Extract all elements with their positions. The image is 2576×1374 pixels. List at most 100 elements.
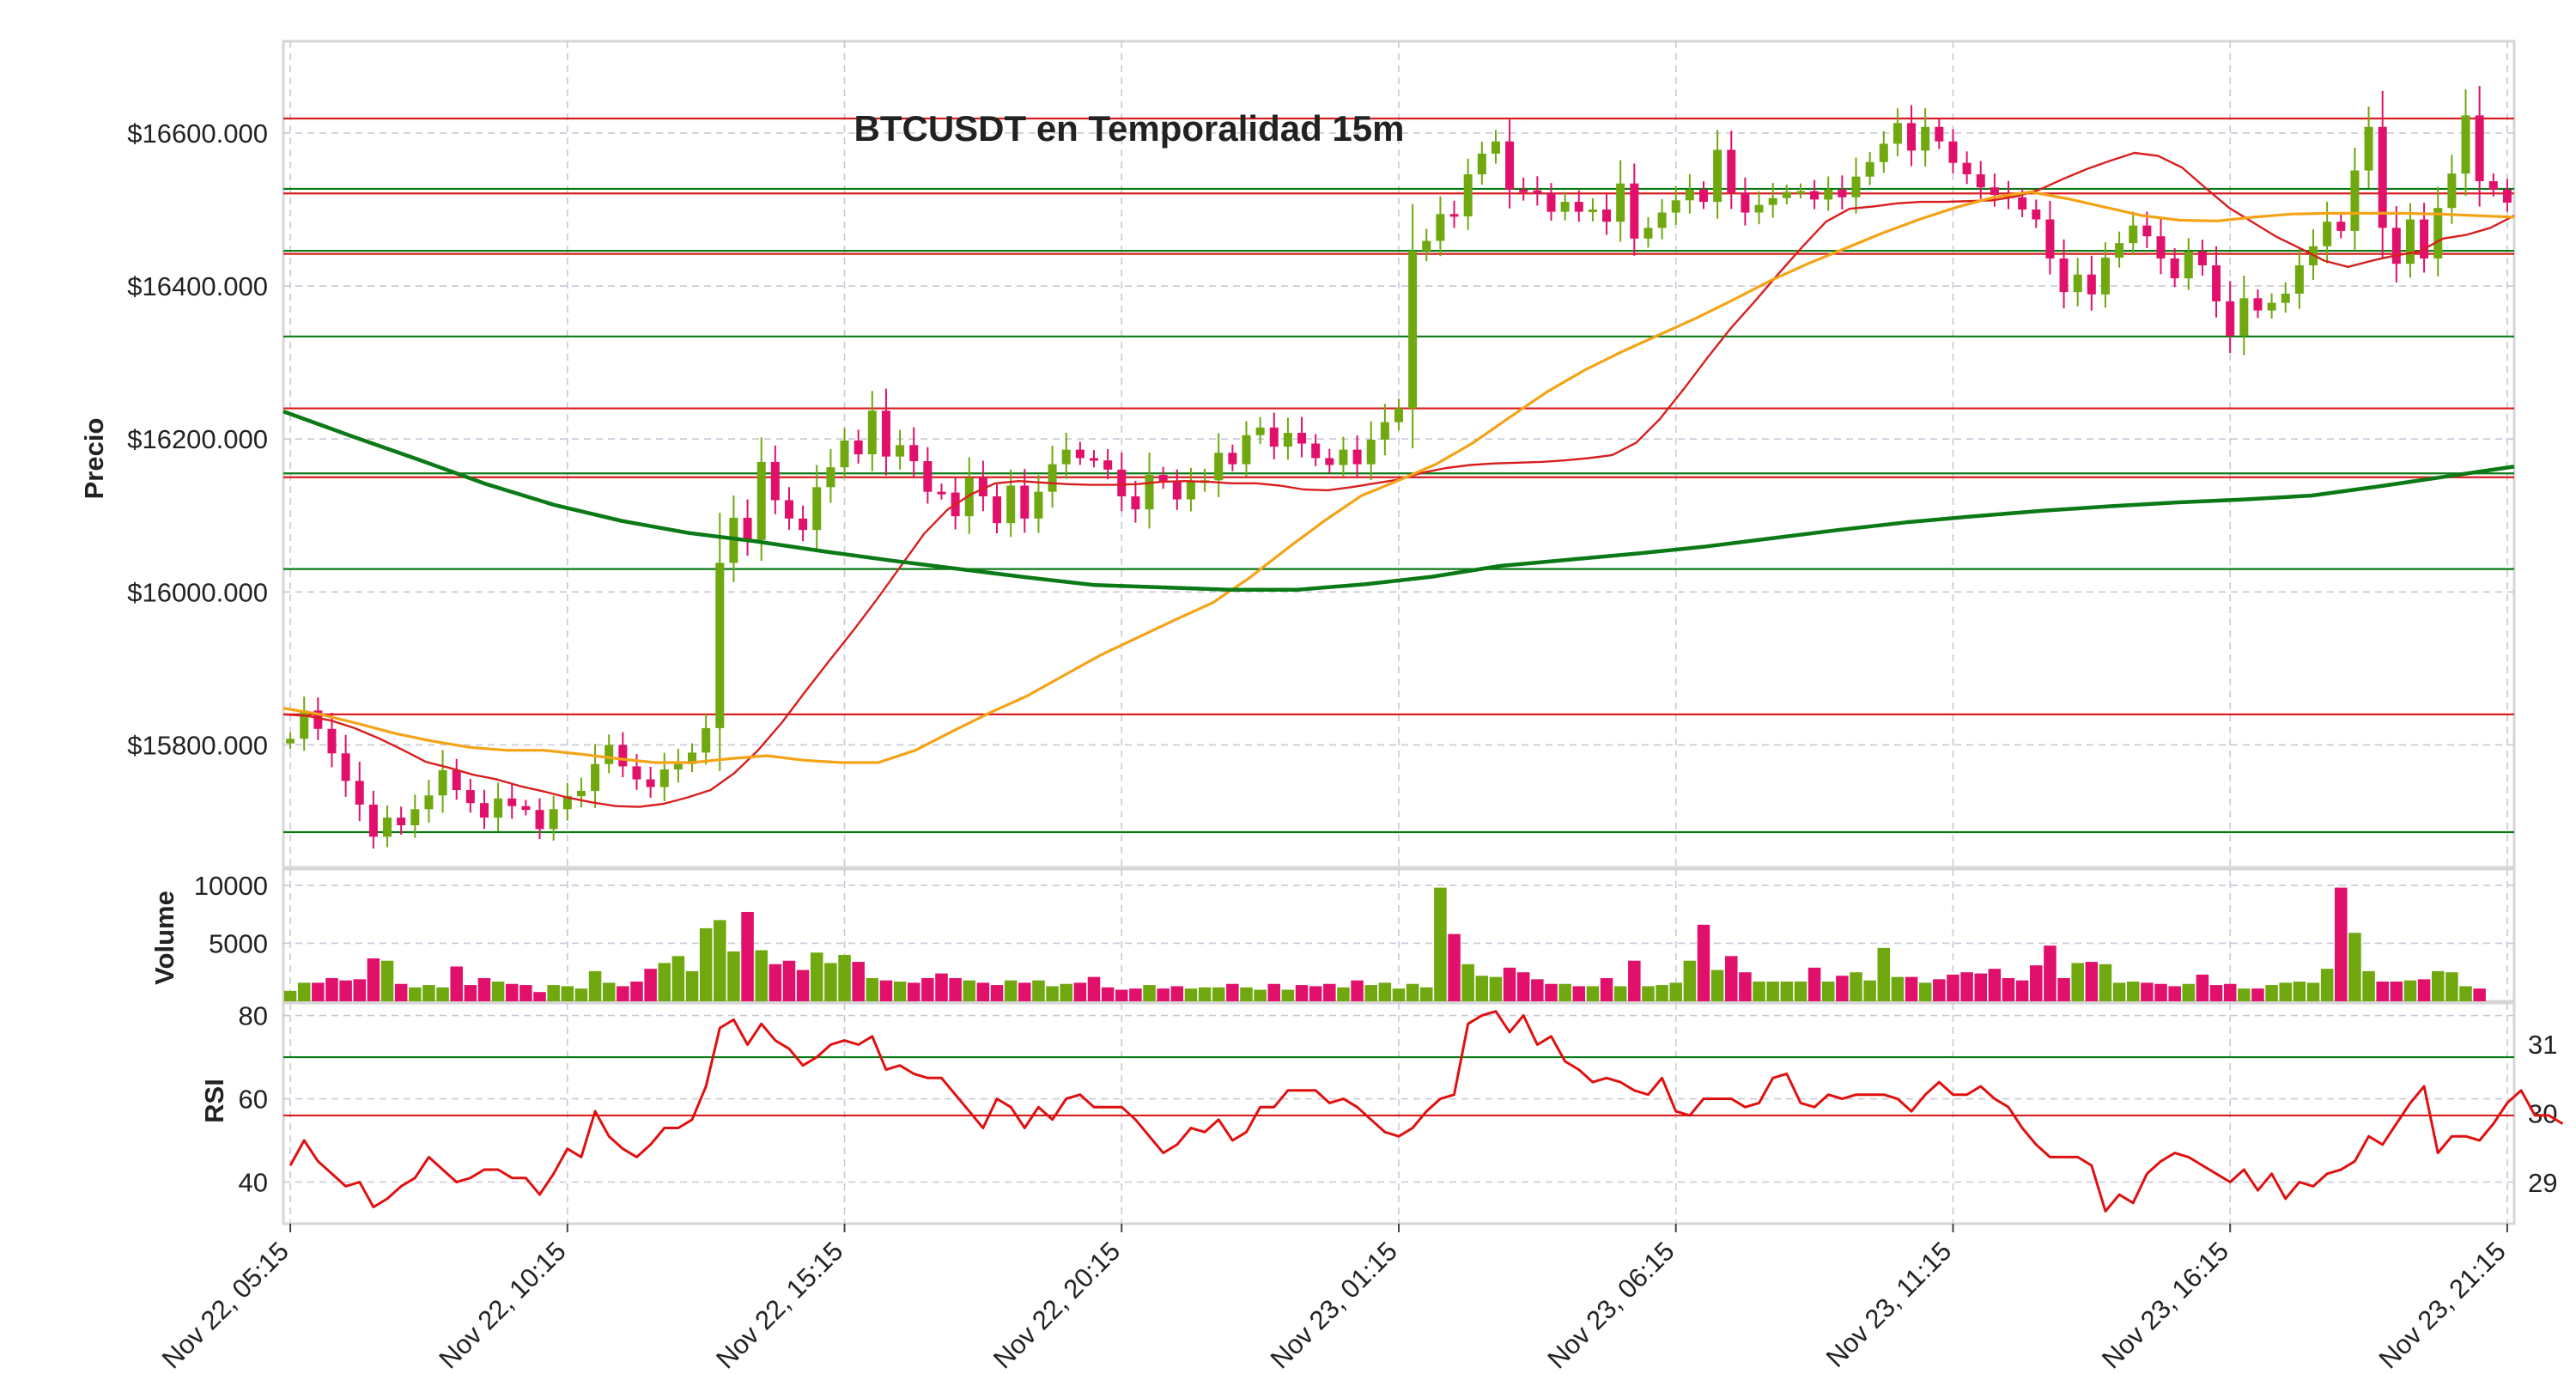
candle-body — [2129, 225, 2138, 244]
candle-body — [743, 517, 752, 540]
candle-body — [2267, 302, 2276, 311]
volume-bar — [1087, 976, 1101, 1001]
candle-body — [2197, 251, 2207, 265]
rsi-right-tick-label: 29 — [2528, 1168, 2557, 1198]
candle-body — [1810, 191, 1820, 200]
x-tick-label: Nov 23, 01:15 — [1265, 1236, 1403, 1374]
volume-bar — [1503, 967, 1516, 1001]
volume-bar — [1448, 933, 1461, 1001]
volume-bar — [561, 986, 574, 1001]
volume-bar — [907, 982, 920, 1001]
volume-bar — [1780, 982, 1794, 1001]
candle-body — [826, 467, 835, 488]
volume-bar — [1960, 972, 1973, 1001]
volume-bar — [1046, 986, 1059, 1001]
candle-body — [1962, 162, 1971, 174]
candle-body — [2488, 181, 2498, 190]
volume-bar — [1891, 976, 1905, 1001]
candle-body — [978, 477, 987, 496]
volume-bar — [464, 985, 477, 1001]
volume-bar — [2320, 969, 2334, 1001]
candle-body — [2032, 209, 2041, 220]
candle-body — [2212, 264, 2221, 301]
candle-body — [327, 728, 337, 754]
candle-body — [1422, 240, 1431, 252]
volume-bar — [2265, 985, 2278, 1001]
volume-tick-label: 5000 — [209, 928, 268, 958]
volume-bar — [1060, 983, 1072, 1001]
candle-body — [1546, 193, 1556, 212]
volume-bar — [921, 977, 934, 1001]
candle-body — [1685, 189, 1694, 201]
candle-body — [2073, 274, 2082, 293]
candle-body — [784, 500, 793, 519]
candle-body — [549, 809, 558, 830]
volume-bar — [1212, 987, 1225, 1001]
volume-bar — [325, 977, 338, 1001]
volume-bar — [990, 985, 1004, 1001]
candle-body — [1505, 141, 1515, 190]
volume-bar — [2403, 980, 2417, 1001]
volume-bar — [810, 952, 823, 1001]
x-tick-label: Nov 22, 10:15 — [434, 1236, 572, 1374]
candle-body — [1491, 141, 1500, 154]
candle-body — [632, 766, 641, 780]
volume-bar — [1434, 887, 1447, 1001]
volume-bar — [380, 960, 394, 1001]
volume-bar — [1836, 976, 1849, 1001]
volume-bar — [1378, 982, 1392, 1001]
candle-body — [1380, 422, 1389, 441]
candle-body — [1754, 204, 1764, 213]
volume-bar — [1157, 988, 1170, 1001]
candle-body — [383, 818, 392, 837]
candle-body — [1990, 187, 1999, 196]
volume-bar — [588, 970, 602, 1001]
volume-bar — [2154, 983, 2167, 1001]
volume-bar — [1947, 974, 1959, 1001]
volume-bar — [1710, 970, 1724, 1001]
candle-body — [1879, 143, 1888, 162]
candle-body — [2281, 293, 2290, 303]
candle-body — [659, 769, 669, 787]
volume-bar — [1364, 985, 1377, 1001]
volume-bar — [2417, 979, 2431, 1001]
candle-body — [1352, 449, 1362, 465]
candle-body — [2170, 258, 2179, 279]
x-tick-label: Nov 23, 11:15 — [1820, 1236, 1958, 1373]
candle-body — [1255, 427, 1265, 435]
candle-body — [2156, 236, 2166, 258]
volume-bar — [976, 982, 990, 1001]
volume-bar — [2293, 982, 2306, 1001]
volume-bar — [782, 960, 796, 1001]
volume-bar — [436, 987, 449, 1001]
candle-body — [2461, 115, 2470, 174]
candle-body — [993, 495, 1002, 524]
candle-body — [1851, 176, 1861, 198]
volume-bar — [1101, 987, 1115, 1001]
volume-bar — [617, 986, 629, 1001]
volume-bar — [1309, 986, 1322, 1001]
rsi-line — [289, 1010, 2564, 1213]
candle-body — [1477, 153, 1486, 174]
candle-body — [2391, 228, 2401, 264]
candle-body — [1519, 189, 1528, 192]
volume-bar — [2044, 945, 2057, 1001]
volume-bar — [893, 982, 907, 1001]
candle-body — [2100, 258, 2110, 295]
volume-bar — [1226, 983, 1239, 1001]
volume-bar — [1656, 985, 1668, 1001]
volume-bar — [2057, 977, 2070, 1001]
price-tick-label: $16600.000 — [127, 119, 268, 149]
volume-bar — [1933, 979, 1946, 1001]
candle-body — [2502, 189, 2512, 203]
volume-bar — [2126, 982, 2140, 1001]
volume-bar — [2335, 887, 2348, 1001]
candle-body — [964, 477, 974, 517]
volume-bar — [1766, 982, 1779, 1001]
rsi-panel: 40 60 80 29 30 31 — [239, 1001, 2564, 1225]
volume-bar — [1295, 985, 1309, 1001]
volume-bar — [409, 987, 422, 1001]
volume-bar — [533, 992, 546, 1001]
candle-body — [2239, 298, 2249, 336]
